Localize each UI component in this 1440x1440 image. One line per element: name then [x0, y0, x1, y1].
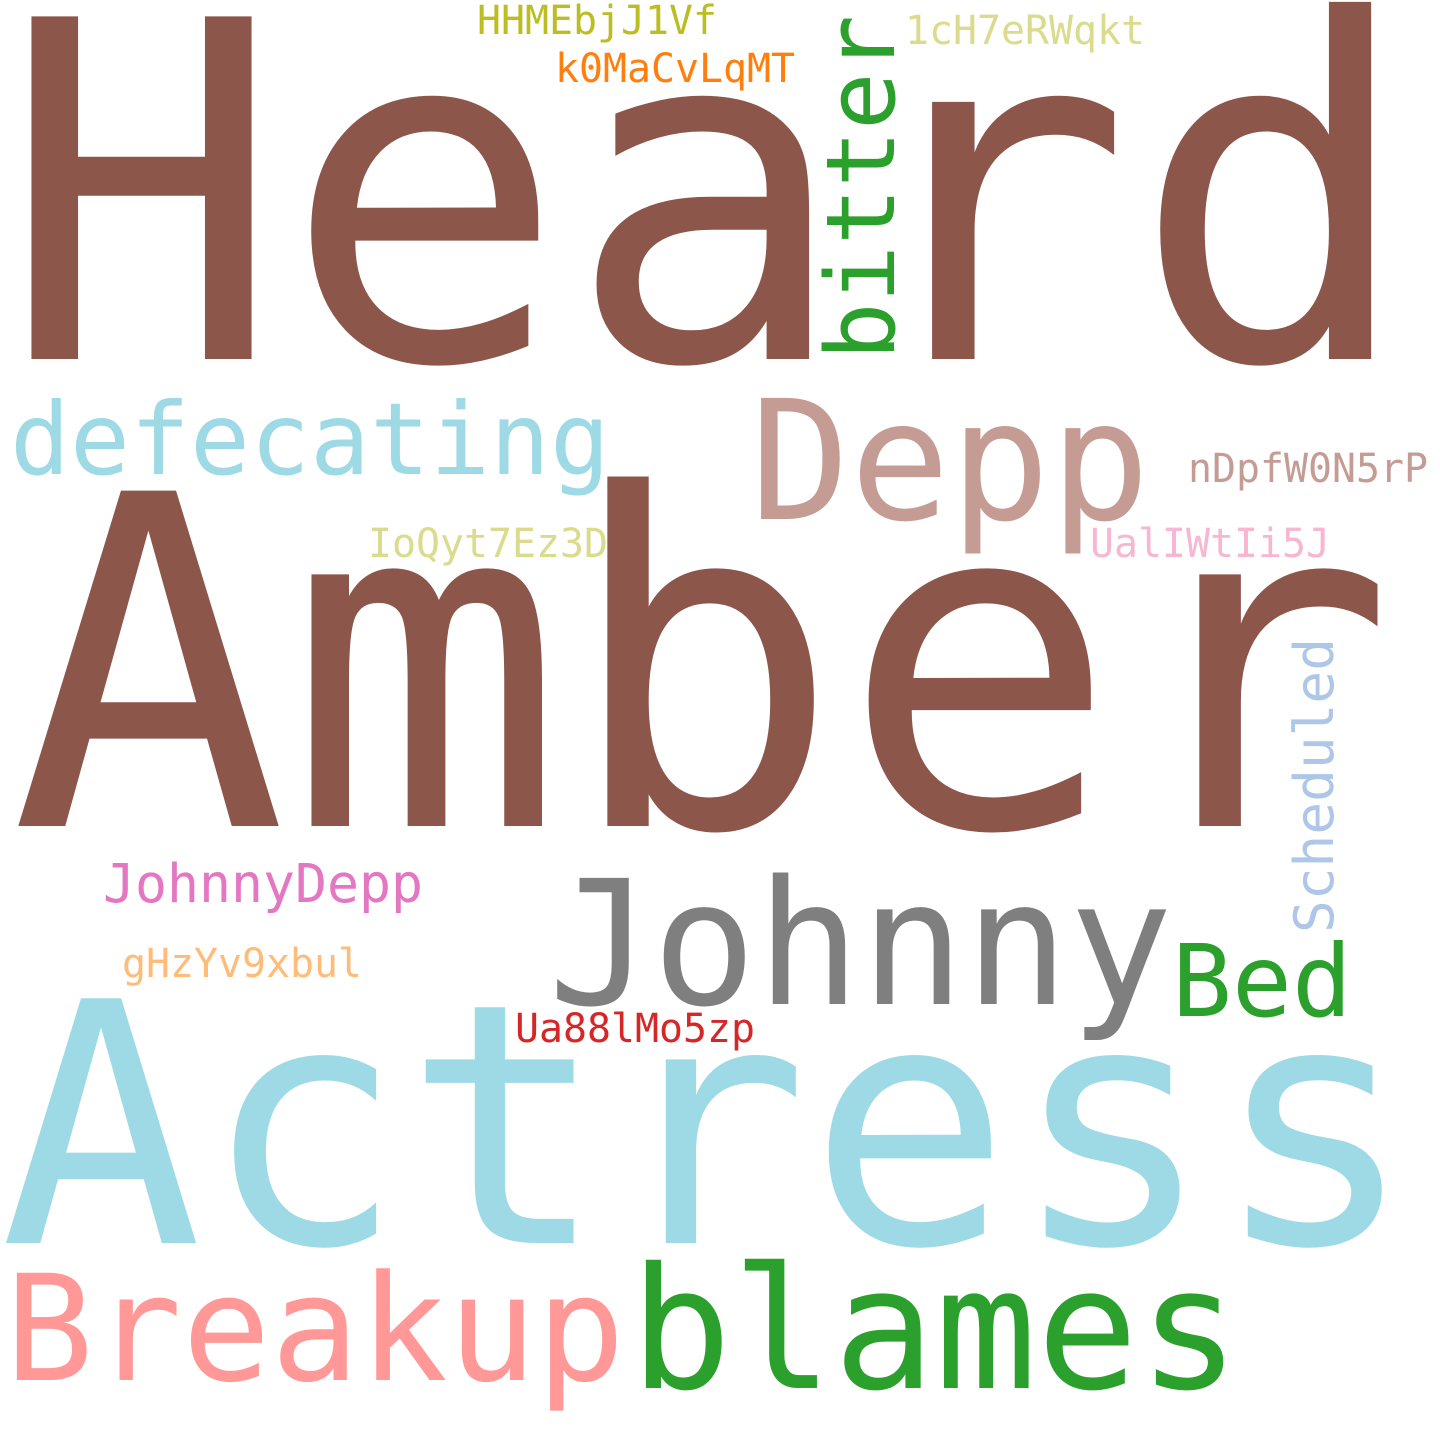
- word-johnny: Johnny: [548, 843, 1173, 1046]
- word-breakup: Breakup: [4, 1243, 626, 1416]
- word-ndpfw0n5rp: nDpfW0N5rP: [1188, 446, 1428, 493]
- word-ua88lmo5zp: Ua88lMo5zp: [515, 1006, 755, 1053]
- word-bitter: bitter: [805, 15, 918, 360]
- word-hhmebjj1vf: HHMEbjJ1Vf: [477, 0, 717, 45]
- word-bed: Bed: [1172, 923, 1352, 1040]
- word-amber: Amber: [10, 399, 1395, 936]
- word-ghzyv9xbul: gHzYv9xbul: [122, 941, 362, 988]
- word-heard: Heard: [0, 0, 1415, 471]
- word-ualiwtii5j: UalIWtIi5J: [1090, 521, 1330, 568]
- word-ioqyt7ez3d: IoQyt7Ez3D: [368, 521, 608, 568]
- word-k0macvlqmt: k0MaCvLqMT: [555, 46, 795, 93]
- word-blames: blames: [629, 1230, 1241, 1428]
- word-johnnydepp: JohnnyDepp: [103, 853, 423, 916]
- word-scheduled: Scheduled: [1282, 638, 1347, 933]
- word-1ch7erwqkt: 1cH7eRWqkt: [905, 8, 1145, 55]
- word-defecating: defecating: [10, 381, 610, 499]
- word-depp: Depp: [750, 365, 1150, 559]
- word-actress: Actress: [0, 931, 1416, 1323]
